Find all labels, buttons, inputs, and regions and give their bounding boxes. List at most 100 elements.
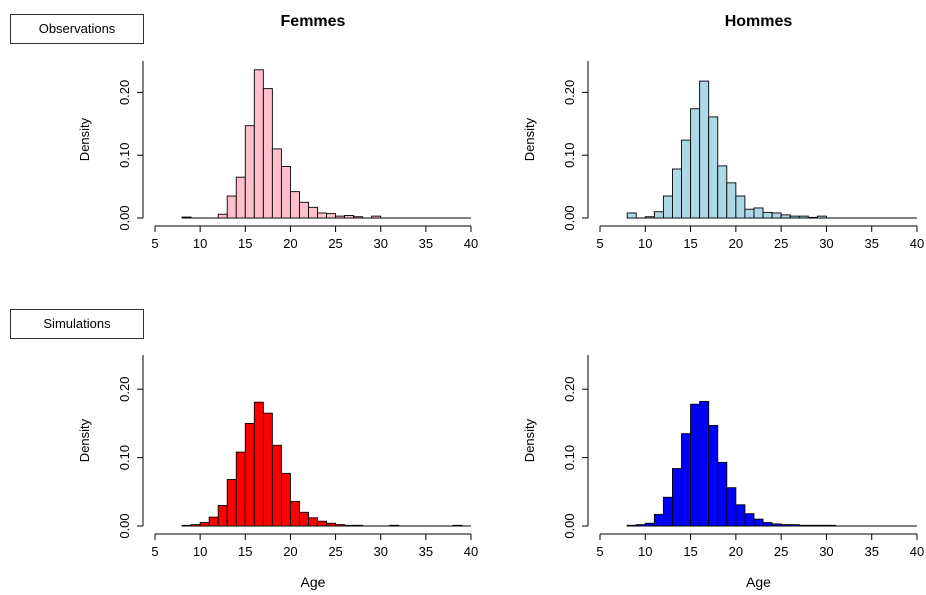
- histogram-bar: [735, 504, 746, 527]
- chart-title: Femmes: [281, 13, 346, 30]
- histogram-bar: [635, 524, 646, 527]
- y-tick-label: 0.10: [117, 445, 132, 470]
- x-tick-label: 30: [819, 544, 833, 559]
- x-tick-label: 25: [774, 236, 788, 251]
- histogram-bar: [816, 524, 827, 527]
- x-tick-label: 25: [774, 544, 788, 559]
- y-tick-label: 0.10: [562, 445, 577, 470]
- x-tick-label: 40: [910, 236, 924, 251]
- histogram-bar: [199, 522, 210, 527]
- histogram-bar: [798, 215, 809, 219]
- x-tick-label: 10: [638, 544, 652, 559]
- x-tick-label: 20: [729, 236, 743, 251]
- histogram-bar: [262, 412, 273, 527]
- histogram-bar: [299, 201, 309, 219]
- histogram-bar: [717, 165, 728, 219]
- y-tick-label: 0.00: [562, 513, 577, 538]
- histogram-bar: [226, 195, 237, 219]
- histogram-bar: [626, 524, 637, 527]
- chart-title: Hommes: [725, 13, 793, 30]
- x-tick-label: 5: [151, 544, 158, 559]
- histogram-bar: [735, 195, 746, 219]
- histogram-bar: [798, 524, 809, 527]
- histogram-bar: [181, 524, 192, 527]
- x-tick-label: 30: [373, 236, 387, 251]
- x-tick-label: 25: [328, 544, 342, 559]
- histogram-bar: [699, 401, 710, 527]
- x-tick-label: 30: [373, 544, 387, 559]
- histogram-bar: [690, 108, 701, 219]
- histogram-bar: [681, 139, 692, 219]
- histogram-bar: [235, 176, 246, 219]
- histogram-bar: [717, 461, 728, 527]
- histogram-femmes-observations: Femmes 5 10 15 20 25 30 35 40 0.00 0.10 0.20 Density: [77, 13, 478, 251]
- y-axis-label: Density: [522, 117, 537, 161]
- histogram-bar: [771, 523, 782, 527]
- histogram-bar: [253, 401, 264, 527]
- x-tick-label: 35: [419, 236, 433, 251]
- y-tick-label: 0.00: [562, 205, 577, 230]
- histogram-bar: [262, 88, 273, 219]
- x-tick-label: 5: [151, 236, 158, 251]
- y-axis-label: Density: [522, 418, 537, 462]
- histogram-bar: [389, 524, 400, 527]
- histogram-bar: [762, 211, 773, 219]
- histogram-bar: [181, 216, 192, 219]
- histogram-bar: [653, 211, 664, 219]
- x-tick-label: 10: [193, 236, 207, 251]
- x-tick-label: 15: [683, 236, 697, 251]
- y-axis-label: Density: [77, 418, 92, 462]
- histogram-bar: [244, 125, 255, 219]
- histogram-bar: [771, 212, 782, 219]
- histogram-bar: [744, 513, 755, 527]
- histogram-bar: [452, 524, 463, 527]
- x-tick-label: 5: [596, 236, 603, 251]
- histogram-bar: [816, 215, 827, 219]
- x-tick-label: 5: [596, 544, 603, 559]
- x-tick-label: 25: [328, 236, 342, 251]
- histogram-bar: [726, 487, 737, 527]
- histogram-bar: [253, 69, 264, 219]
- y-tick-label: 0.20: [562, 377, 577, 402]
- x-tick-label: 20: [283, 236, 297, 251]
- histogram-bar: [244, 422, 255, 527]
- histogram-bar: [807, 524, 818, 527]
- histogram-bar: [271, 148, 282, 219]
- histogram-bar: [672, 168, 682, 219]
- y-tick-label: 0.20: [562, 80, 577, 105]
- x-tick-label: 20: [283, 544, 297, 559]
- histogram-bar: [780, 214, 791, 219]
- x-tick-label: 40: [464, 236, 478, 251]
- y-tick-label: 0.20: [117, 80, 132, 105]
- y-axis-label: Density: [77, 117, 92, 161]
- histogram-bar: [344, 524, 355, 527]
- histogram-bar: [708, 116, 719, 219]
- histogram-bar: [762, 522, 773, 527]
- x-tick-label: 15: [238, 236, 252, 251]
- x-tick-label: 20: [729, 544, 743, 559]
- histogram-bar: [208, 516, 219, 527]
- histogram-bar: [217, 213, 228, 219]
- histogram-bar: [326, 522, 337, 527]
- histogram-hommes-simulations: 5 10 15 20 25 30 35 40 0.00 0.10 0.20 Density Age: [522, 355, 924, 590]
- histogram-bar: [353, 216, 364, 219]
- histogram-bar: [280, 472, 291, 527]
- histogram-bar: [789, 524, 800, 527]
- x-tick-label: 40: [910, 544, 924, 559]
- histogram-bar: [662, 496, 673, 527]
- histogram-bar: [335, 524, 346, 527]
- y-tick-label: 0.00: [117, 513, 132, 538]
- histogram-bar: [699, 80, 710, 219]
- y-tick-label: 0.10: [562, 143, 577, 168]
- histogram-bar: [353, 524, 364, 527]
- histogram-bar: [744, 208, 755, 219]
- x-tick-label: 10: [193, 544, 207, 559]
- histogram-bar: [226, 479, 237, 527]
- y-tick-label: 0.10: [117, 143, 132, 168]
- x-tick-label: 35: [864, 544, 878, 559]
- histogram-bar: [308, 206, 318, 219]
- histogram-bar: [271, 444, 282, 527]
- x-axis-label: Age: [301, 574, 326, 590]
- histogram-bar: [371, 215, 382, 219]
- histogram-bar: [825, 524, 836, 527]
